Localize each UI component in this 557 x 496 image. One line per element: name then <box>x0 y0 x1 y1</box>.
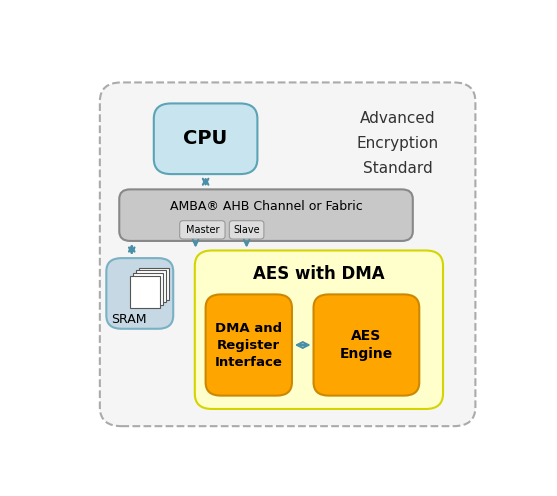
Text: Encryption: Encryption <box>356 136 439 151</box>
Text: Advanced: Advanced <box>360 111 436 126</box>
Text: Master: Master <box>185 225 219 235</box>
FancyBboxPatch shape <box>139 268 169 300</box>
Text: AES
Engine: AES Engine <box>340 329 393 361</box>
Text: AES with DMA: AES with DMA <box>253 265 385 283</box>
FancyBboxPatch shape <box>195 250 443 409</box>
Text: SRAM: SRAM <box>111 312 147 326</box>
FancyBboxPatch shape <box>100 82 476 426</box>
FancyBboxPatch shape <box>130 276 160 308</box>
Text: AMBA® AHB Channel or Fabric: AMBA® AHB Channel or Fabric <box>170 200 363 213</box>
FancyBboxPatch shape <box>206 295 292 396</box>
FancyBboxPatch shape <box>106 258 173 329</box>
FancyBboxPatch shape <box>229 221 264 239</box>
FancyBboxPatch shape <box>180 221 225 239</box>
FancyBboxPatch shape <box>119 189 413 241</box>
Text: Standard: Standard <box>363 161 433 176</box>
FancyBboxPatch shape <box>154 104 257 174</box>
FancyBboxPatch shape <box>314 295 419 396</box>
Text: Slave: Slave <box>233 225 260 235</box>
FancyBboxPatch shape <box>136 270 166 302</box>
Text: DMA and
Register
Interface: DMA and Register Interface <box>215 321 283 369</box>
FancyBboxPatch shape <box>133 273 163 305</box>
Text: CPU: CPU <box>183 129 228 148</box>
